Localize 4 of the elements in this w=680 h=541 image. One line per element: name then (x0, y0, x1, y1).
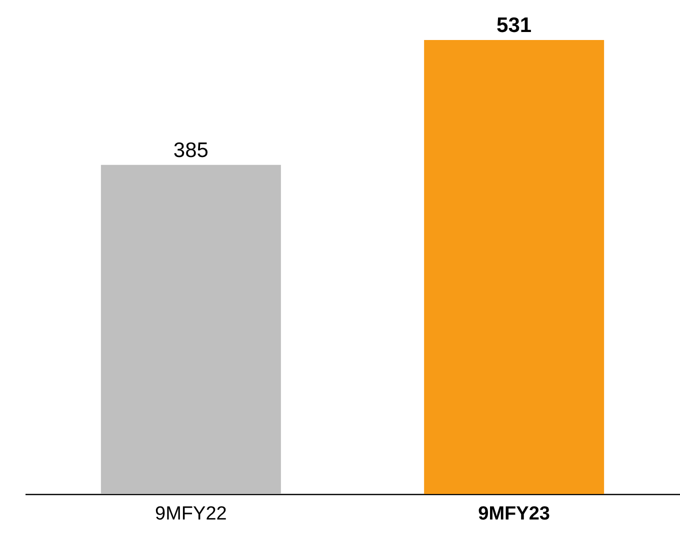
data-label: 385 (173, 138, 208, 162)
x-tick-label: 9MFY23 (478, 504, 550, 524)
data-label: 531 (496, 14, 532, 37)
x-tick-label: 9MFY22 (155, 504, 227, 524)
